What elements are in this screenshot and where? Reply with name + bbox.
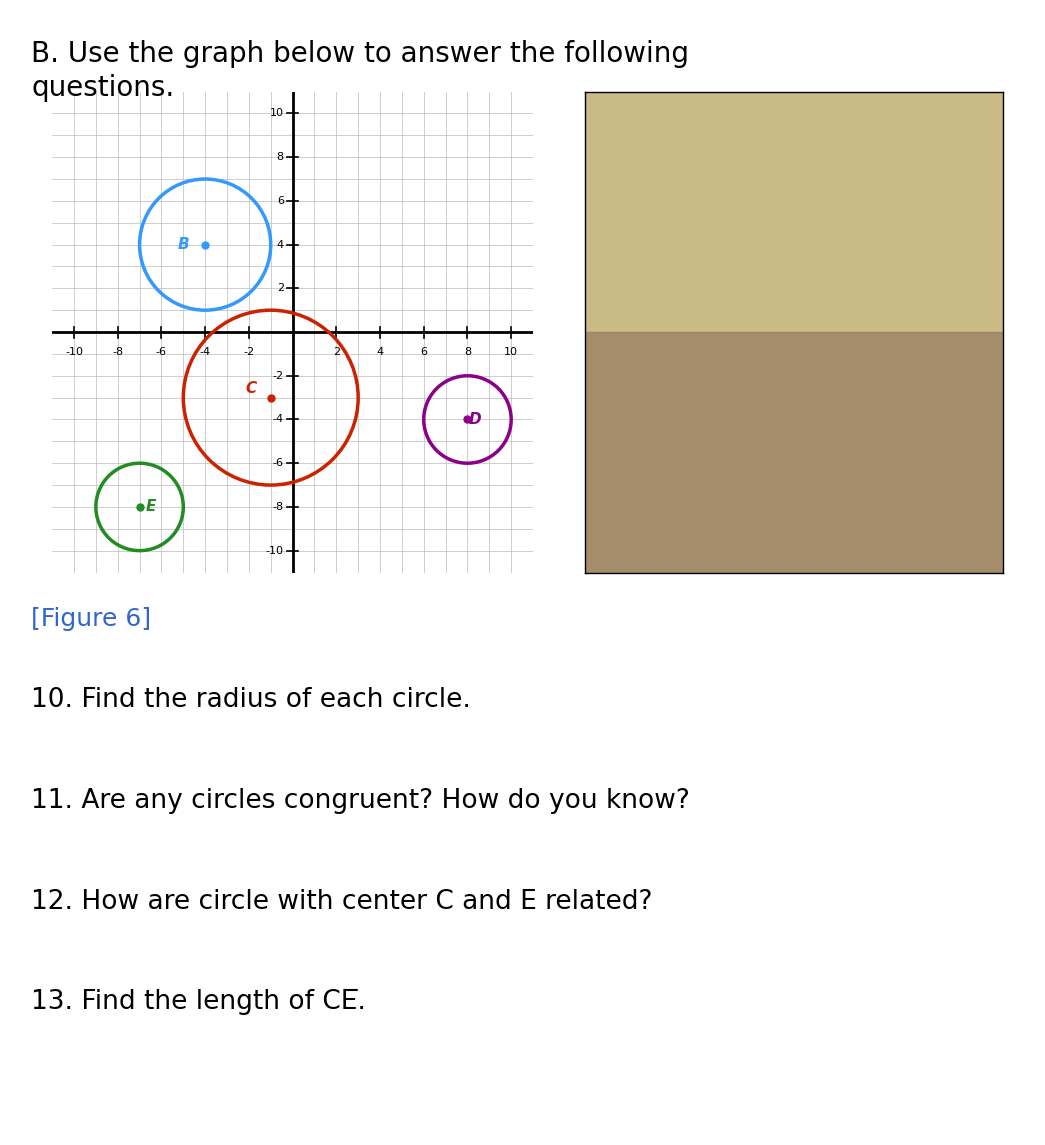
Text: -8: -8 [273, 502, 284, 512]
Text: 10. Find the radius of each circle.: 10. Find the radius of each circle. [31, 687, 471, 713]
Text: 11. Are any circles congruent? How do you know?: 11. Are any circles congruent? How do yo… [31, 788, 691, 814]
Text: 6: 6 [277, 196, 284, 206]
Text: -4: -4 [200, 347, 211, 357]
Bar [585, 92, 1003, 332]
Text: -6: -6 [273, 458, 284, 468]
Text: 8: 8 [464, 347, 471, 357]
Text: C: C [246, 381, 257, 396]
Text: [Figure 6]: [Figure 6] [31, 607, 152, 631]
Text: D: D [469, 412, 482, 427]
Text: -8: -8 [112, 347, 123, 357]
Text: -10: -10 [265, 546, 284, 555]
Text: questions.: questions. [31, 74, 175, 102]
Text: E: E [145, 499, 156, 514]
Text: -4: -4 [273, 414, 284, 425]
Text: B: B [178, 237, 189, 252]
Text: 12. How are circle with center C and E related?: 12. How are circle with center C and E r… [31, 889, 653, 915]
Text: 4: 4 [376, 347, 384, 357]
Text: 10: 10 [504, 347, 518, 357]
Text: 8: 8 [277, 152, 284, 163]
Text: B. Use the graph below to answer the following: B. Use the graph below to answer the fol… [31, 40, 690, 68]
Text: 2: 2 [277, 283, 284, 293]
Text: -2: -2 [273, 371, 284, 381]
Text: 4: 4 [277, 239, 284, 250]
Text: -2: -2 [243, 347, 254, 357]
Bar [585, 332, 1003, 572]
Text: 2: 2 [332, 347, 340, 357]
Text: 6: 6 [420, 347, 427, 357]
Text: 13. Find the length of CE̅̅̅̅̅̅̅̅̅̅.: 13. Find the length of CE̅̅̅̅̅̅̅̅̅̅. [31, 989, 366, 1016]
Text: -10: -10 [65, 347, 83, 357]
Text: 10: 10 [270, 109, 284, 118]
Text: -6: -6 [156, 347, 167, 357]
